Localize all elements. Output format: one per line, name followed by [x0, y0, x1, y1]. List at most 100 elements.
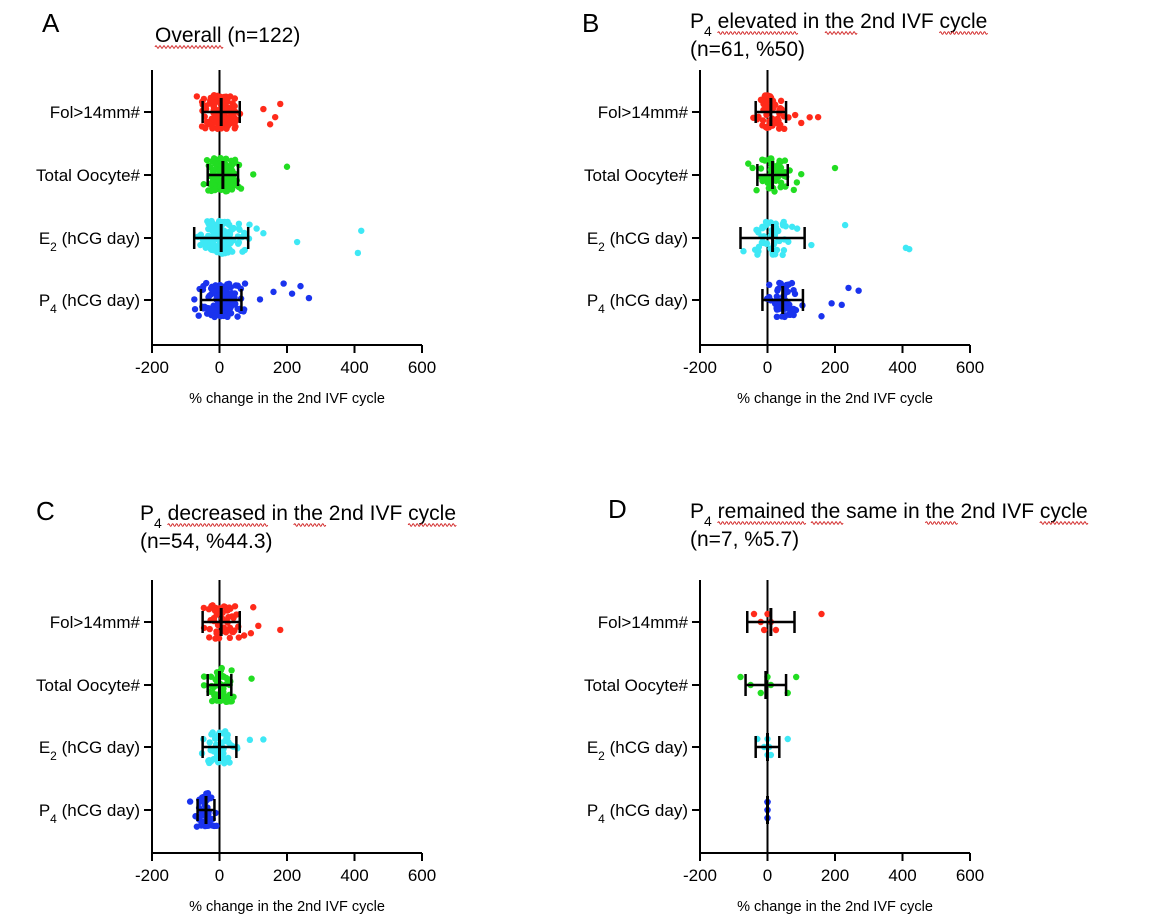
data-point — [358, 227, 365, 234]
data-point — [777, 97, 785, 105]
data-point — [215, 635, 223, 642]
data-point — [763, 240, 771, 247]
data-point — [277, 100, 284, 108]
x-tick-label: 400 — [340, 358, 368, 377]
data-point — [203, 156, 211, 164]
data-point — [233, 611, 240, 618]
data-point — [222, 629, 230, 636]
data-point — [234, 313, 241, 320]
data-point — [757, 165, 765, 172]
data-point — [737, 673, 744, 681]
data-point — [204, 822, 211, 830]
data-point — [266, 121, 274, 128]
data-point — [214, 125, 221, 132]
data-point — [762, 92, 769, 99]
data-point — [781, 125, 788, 133]
data-point — [203, 279, 210, 287]
data-point — [749, 164, 756, 172]
data-point — [248, 675, 255, 682]
category-label: Total Oocyte# — [584, 676, 688, 695]
data-point — [225, 280, 233, 288]
data-point — [767, 751, 775, 759]
panel-title-line: P4 elevated in the 2nd IVF cycle — [690, 10, 987, 39]
data-point — [784, 735, 791, 743]
data-point — [781, 157, 789, 164]
data-point — [818, 610, 825, 618]
data-point — [246, 221, 253, 228]
data-point — [250, 171, 257, 178]
data-point — [210, 614, 218, 622]
data-point — [766, 281, 773, 289]
data-point — [195, 312, 202, 319]
data-point — [226, 759, 233, 766]
data-point — [210, 288, 217, 295]
data-point — [814, 113, 822, 121]
x-axis-title: % change in the 2nd IVF cycle — [189, 391, 385, 407]
data-point — [260, 230, 267, 237]
data-point — [206, 634, 213, 641]
data-point — [200, 673, 208, 680]
spellcheck-underline — [824, 31, 858, 35]
data-point — [207, 673, 215, 680]
data-point — [225, 613, 232, 621]
data-point — [759, 117, 767, 124]
panel-title-line: (n=7, %5.7) — [690, 528, 799, 551]
data-point — [283, 163, 291, 170]
spellcheck-underline — [717, 31, 799, 35]
data-point — [250, 604, 257, 611]
data-point — [228, 667, 235, 674]
data-point — [246, 736, 254, 744]
data-point — [197, 231, 205, 238]
panel-c: C P4 decreased in the 2nd IVF cycle(n=54,… — [36, 496, 456, 915]
data-point — [755, 248, 762, 255]
data-point — [757, 689, 764, 697]
data-point — [750, 610, 758, 618]
data-point — [212, 676, 219, 683]
data-point — [841, 221, 849, 229]
data-point — [235, 220, 243, 228]
data-point — [793, 179, 801, 186]
data-point — [253, 225, 260, 232]
data-point — [818, 313, 825, 320]
data-point — [213, 630, 220, 637]
spellcheck-underline — [925, 521, 958, 525]
data-point — [792, 673, 800, 681]
spellcheck-underline — [717, 521, 807, 525]
x-tick-label: 400 — [888, 358, 916, 377]
spellcheck-underline — [167, 523, 269, 527]
data-point — [772, 101, 779, 108]
data-point — [231, 603, 239, 610]
data-point — [775, 117, 782, 125]
data-point — [193, 93, 201, 100]
category-label: P4 (hCG day) — [39, 801, 140, 826]
data-point — [280, 280, 287, 287]
data-point — [293, 238, 301, 246]
data-point — [202, 244, 209, 251]
data-point — [224, 734, 231, 742]
data-point — [211, 92, 218, 100]
spellcheck-underline — [407, 523, 457, 527]
data-point — [753, 187, 760, 194]
data-point — [228, 289, 235, 297]
data-point — [780, 218, 787, 226]
x-tick-label: -200 — [135, 866, 169, 885]
data-point — [231, 95, 239, 102]
x-tick-label: -200 — [683, 866, 717, 885]
data-point — [745, 160, 752, 167]
panel-b: B P4 elevated in the 2nd IVF cycle(n=61, … — [582, 8, 987, 407]
data-point — [209, 729, 216, 736]
data-point — [234, 305, 241, 313]
data-point — [277, 626, 284, 634]
panel-title-line: P4 remained the same in the 2nd IVF cycl… — [690, 500, 1088, 529]
data-point — [220, 730, 227, 737]
data-point — [232, 282, 240, 289]
category-label: Fol>14mm# — [598, 613, 689, 632]
data-point — [234, 240, 242, 247]
data-points — [200, 602, 284, 642]
data-point — [772, 220, 779, 227]
category-label: E2 (hCG day) — [39, 738, 140, 763]
data-point — [798, 170, 805, 178]
data-point — [260, 105, 267, 113]
category-label: Total Oocyte# — [36, 166, 140, 185]
